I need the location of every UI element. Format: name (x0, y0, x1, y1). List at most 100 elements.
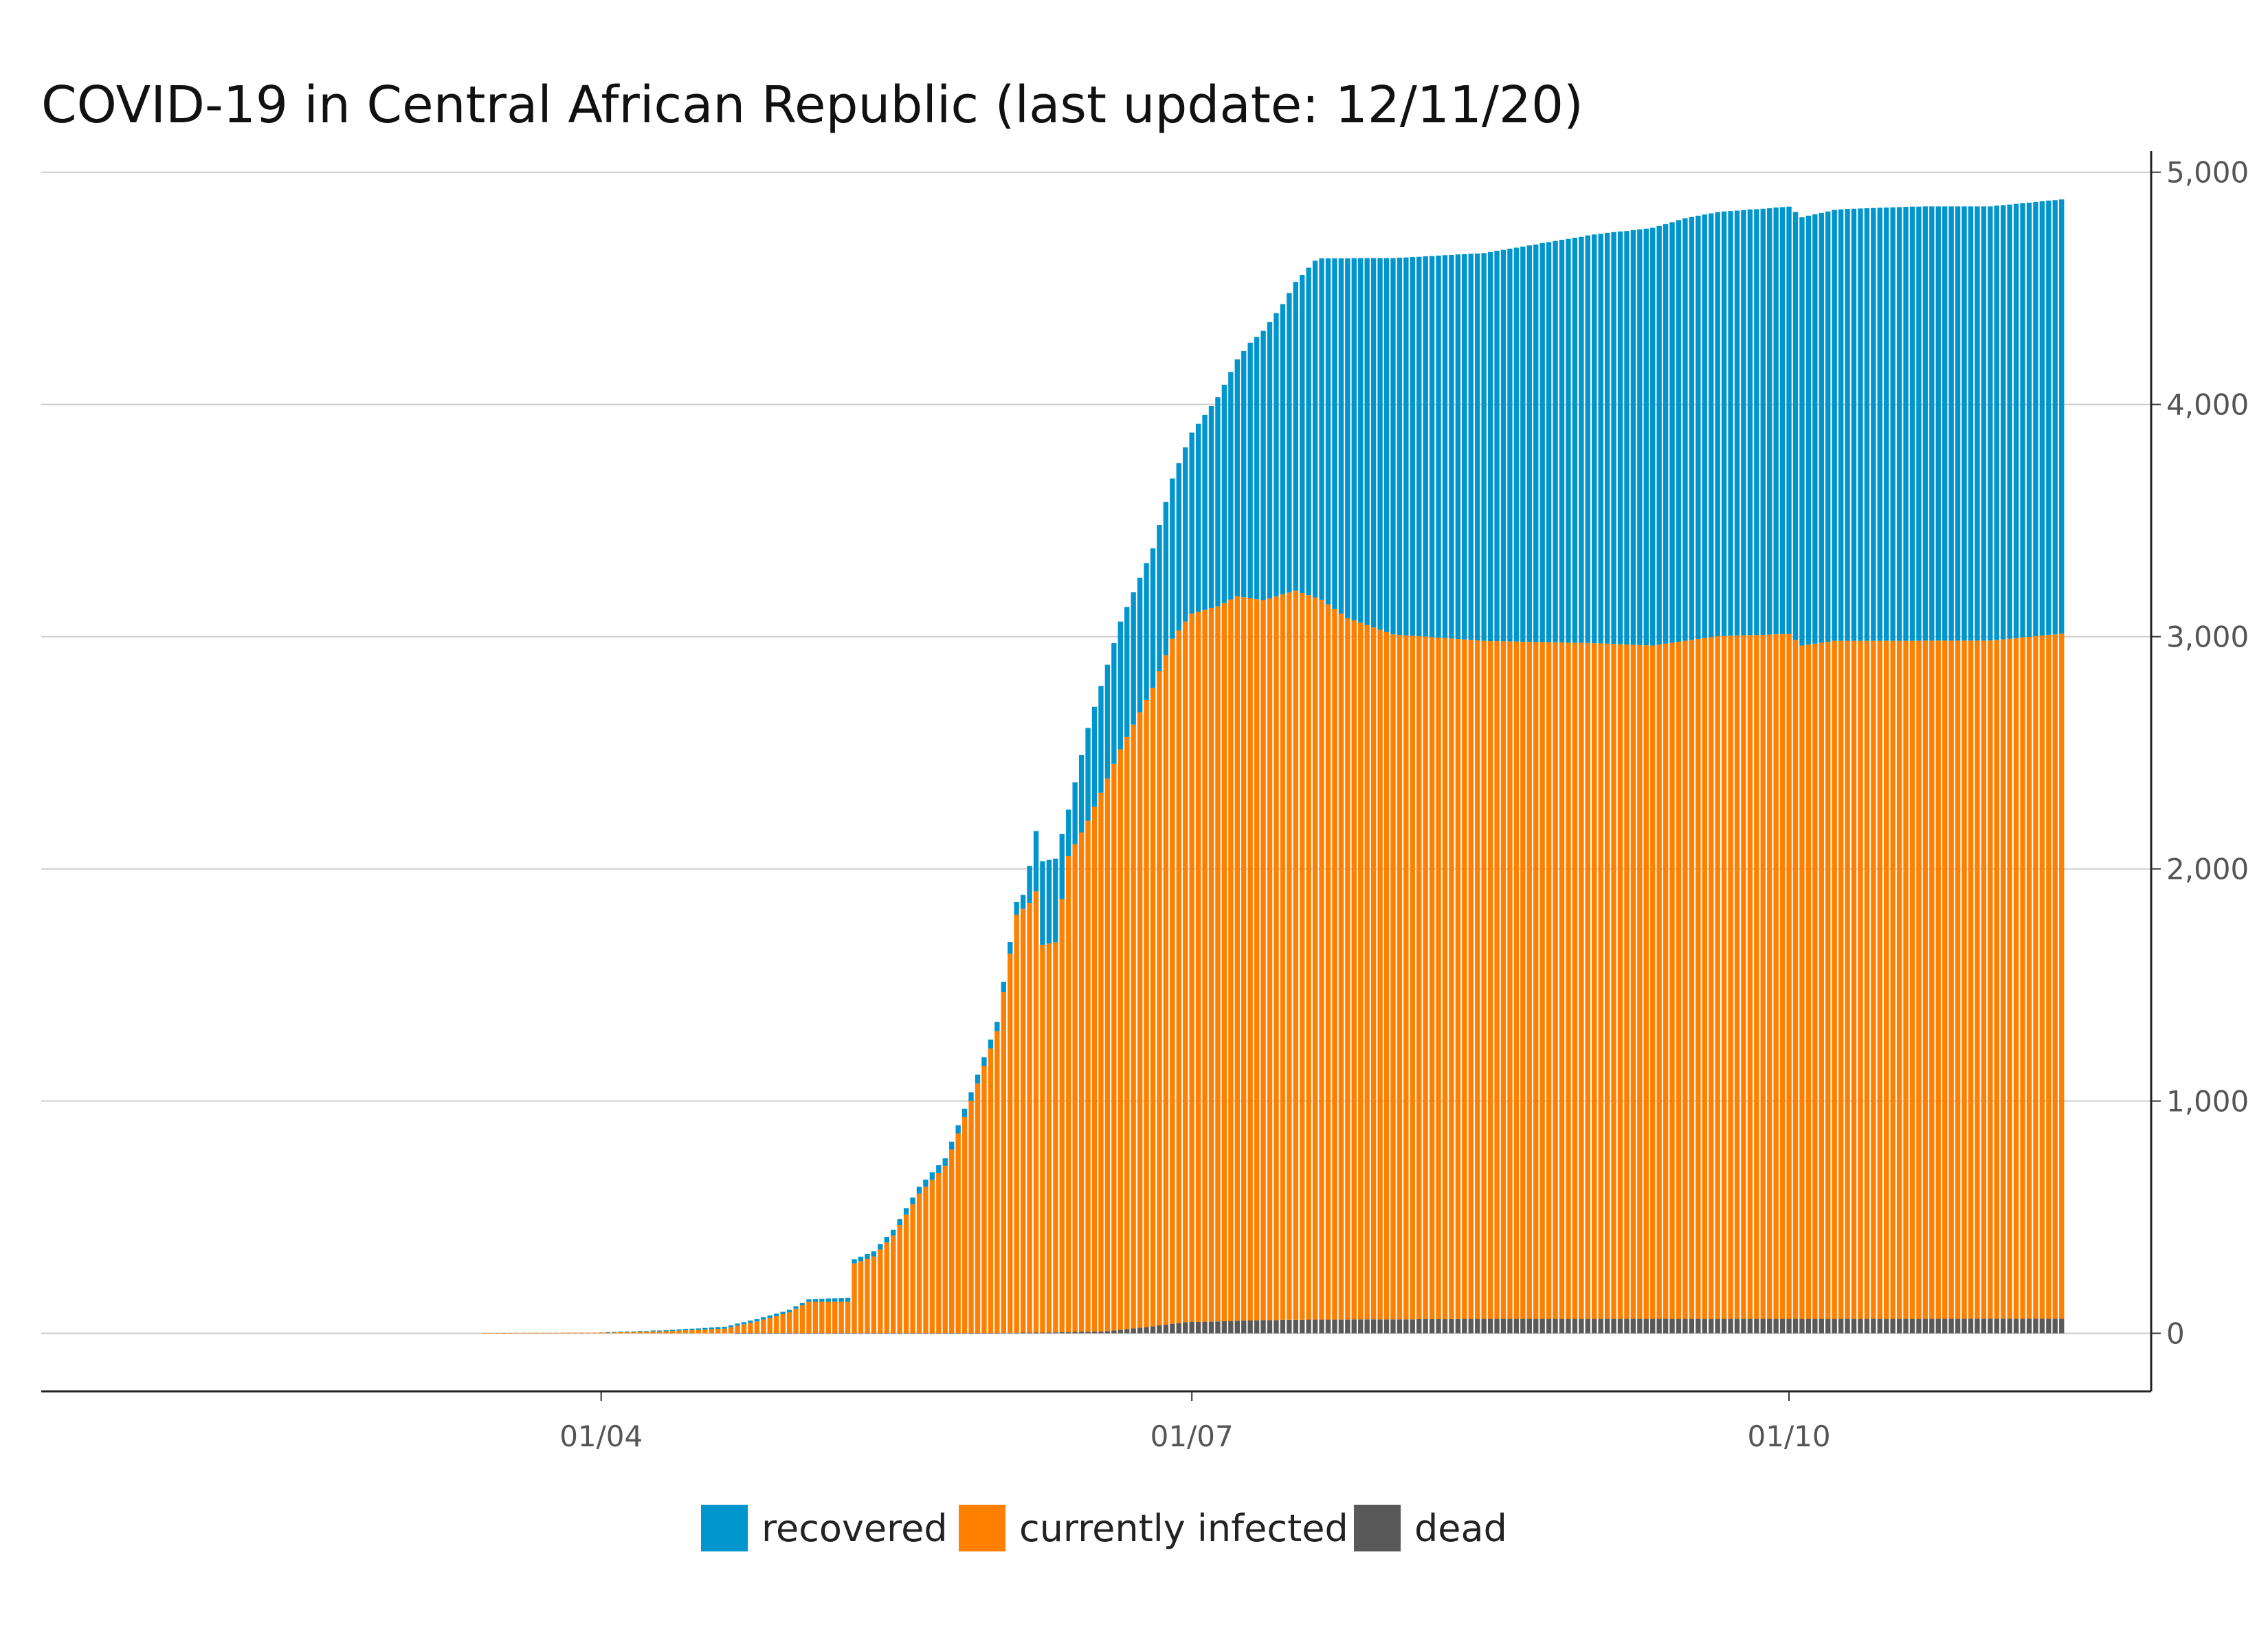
bar-currently-infected (1871, 640, 1876, 1319)
bar-dead (1669, 1319, 1675, 1334)
bar-currently-infected (605, 1332, 610, 1334)
bar-currently-infected (1053, 942, 1058, 1333)
bar-recovered (1033, 831, 1039, 892)
bar-recovered (1955, 206, 1961, 641)
bar-recovered (1968, 206, 1974, 641)
bar-dead (1566, 1319, 1571, 1334)
bar-currently-infected (2039, 635, 2045, 1319)
bar-dead (949, 1333, 955, 1334)
bar-recovered (1176, 463, 1181, 631)
y-tick-label: 5,000 (2166, 156, 2249, 190)
bar-recovered (2046, 200, 2052, 635)
bar-currently-infected (1098, 792, 1104, 1332)
bar-currently-infected (1696, 639, 1701, 1319)
bar-dead (1370, 1319, 1377, 1334)
bar-recovered (1487, 251, 1493, 642)
bar-dead (1189, 1321, 1194, 1334)
bar-recovered (682, 1329, 689, 1331)
bar-dead (1572, 1319, 1578, 1334)
bar-dead (1267, 1320, 1273, 1334)
bar-currently-infected (650, 1331, 656, 1334)
bar-currently-infected (682, 1330, 689, 1334)
bar-recovered (1676, 220, 1682, 642)
bar-currently-infected (832, 1301, 838, 1334)
bar-currently-infected (1884, 640, 1889, 1319)
bar-dead (1981, 1319, 1987, 1334)
bar-dead (936, 1333, 942, 1334)
bar-currently-infected (878, 1249, 883, 1334)
bar-currently-infected (1643, 645, 1649, 1319)
bar-recovered (2059, 199, 2065, 634)
bar-dead (1085, 1332, 1091, 1334)
bar-recovered (689, 1328, 695, 1330)
bar-currently-infected (1533, 642, 1539, 1319)
bar-dead (968, 1333, 974, 1334)
bar-dead (1500, 1319, 1507, 1334)
bar-dead (1091, 1331, 1098, 1334)
bar-dead (1773, 1319, 1779, 1334)
bar-currently-infected (748, 1323, 753, 1334)
bar-recovered (2013, 203, 2019, 638)
bar-currently-infected (1183, 621, 1188, 1323)
bar-currently-infected (741, 1324, 747, 1334)
bar-currently-infected (1267, 598, 1273, 1321)
bar-dead (871, 1333, 877, 1334)
bar-dead (1819, 1319, 1824, 1334)
chart-title: COVID-19 in Central African Republic (la… (41, 76, 1583, 135)
bar-currently-infected (1877, 640, 1882, 1319)
bar-dead (923, 1333, 929, 1334)
bar-currently-infected (1566, 642, 1571, 1319)
bar-currently-infected (1812, 643, 1818, 1319)
bar-recovered (1779, 207, 1786, 634)
bar-currently-infected (1475, 640, 1480, 1319)
bar-dead (1988, 1319, 1993, 1334)
bar-dead (1033, 1332, 1039, 1334)
bar-dead (2013, 1319, 2019, 1334)
bar-currently-infected (1721, 636, 1727, 1319)
bar-currently-infected (852, 1263, 857, 1334)
bar-currently-infected (709, 1329, 714, 1334)
bar-recovered (754, 1319, 760, 1322)
bar-recovered (1890, 207, 1895, 641)
bar-currently-infected (786, 1312, 792, 1334)
bar-dead (1455, 1319, 1461, 1334)
bar-recovered (1072, 782, 1078, 844)
bar-currently-infected (520, 1332, 526, 1334)
bar-recovered (1942, 206, 1948, 641)
bar-currently-infected (1449, 638, 1454, 1319)
bar-currently-infected (1520, 642, 1526, 1319)
bar-dead (2007, 1319, 2012, 1334)
bar-currently-infected (988, 1048, 994, 1334)
bar-dead (1585, 1319, 1590, 1334)
bar-currently-infected (1163, 655, 1169, 1325)
bar-dead (1715, 1319, 1720, 1334)
bar-dead (1163, 1325, 1169, 1334)
bar-recovered (1702, 214, 1707, 638)
bar-currently-infected (903, 1214, 909, 1334)
bar-currently-infected (1734, 635, 1740, 1319)
bar-recovered (728, 1325, 734, 1327)
bar-dead (1020, 1332, 1026, 1334)
bar-currently-infected (1825, 642, 1831, 1319)
bar-dead (1948, 1319, 1954, 1334)
bar-currently-infected (501, 1333, 507, 1334)
bar-recovered (650, 1330, 656, 1332)
bar-dead (1559, 1319, 1565, 1334)
bar-recovered (799, 1303, 805, 1305)
bar-dead (1202, 1321, 1208, 1334)
bar-currently-infected (1300, 593, 1305, 1320)
bar-currently-infected (1702, 638, 1707, 1319)
bar-recovered (1500, 249, 1507, 642)
bar-currently-infected (1709, 637, 1714, 1319)
bar-currently-infected (1617, 644, 1623, 1319)
bar-recovered (657, 1330, 663, 1332)
bar-currently-infected (1137, 712, 1143, 1328)
legend-item-currently-infected: currently infected (959, 1505, 1348, 1551)
bar-dead (838, 1333, 844, 1334)
bar-recovered (819, 1299, 825, 1302)
bar-currently-infected (1247, 598, 1253, 1321)
bar-currently-infected (968, 1101, 974, 1334)
bar-currently-infected (1942, 640, 1948, 1319)
bar-dead (767, 1333, 772, 1334)
bar-dead (1533, 1319, 1539, 1334)
